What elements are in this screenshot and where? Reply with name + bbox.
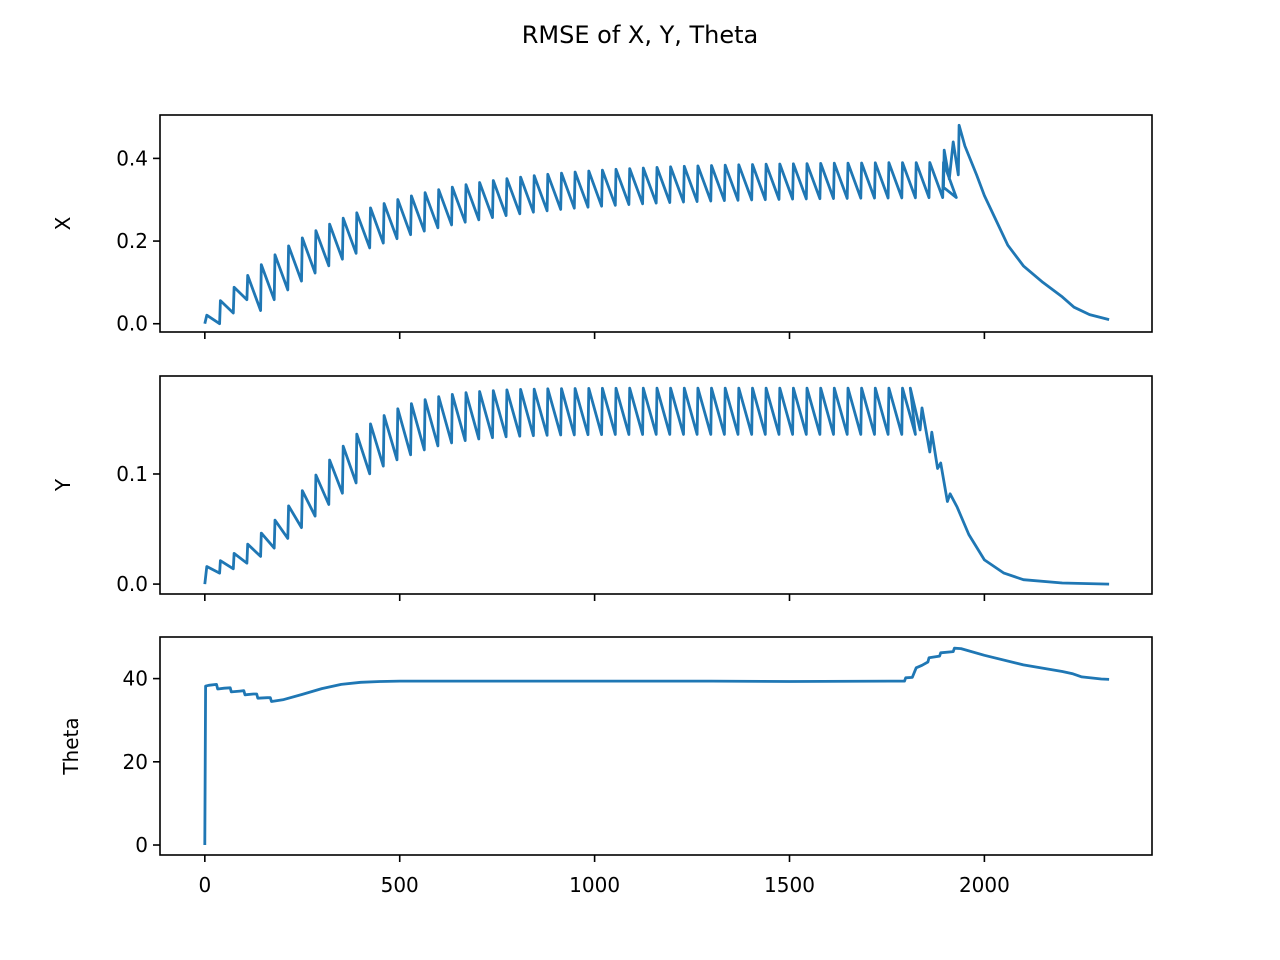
y-series-line-0 bbox=[203, 386, 1110, 586]
subplot-y: 0.0 0.1 Y bbox=[51, 375, 1153, 601]
x-series-line-0 bbox=[203, 123, 1110, 326]
subplot-theta: 0 20 40 0 500 1000 1500 2000 Theta bbox=[59, 636, 1153, 897]
x-ytick-label: 0.4 bbox=[116, 146, 148, 170]
theta-ylabel: Theta bbox=[59, 717, 83, 775]
figure-title: RMSE of X, Y, Theta bbox=[522, 21, 759, 49]
theta-xtick-label: 2000 bbox=[959, 873, 1010, 897]
theta-xtick-label: 500 bbox=[381, 873, 419, 897]
theta-ytick-label: 0 bbox=[135, 833, 148, 857]
y-axes-frame bbox=[159, 375, 1153, 595]
theta-xtick-label: 1500 bbox=[764, 873, 815, 897]
y-ylabel: Y bbox=[51, 478, 75, 492]
theta-xtick-label: 0 bbox=[198, 873, 211, 897]
x-axes-frame bbox=[159, 114, 1153, 333]
x-ytick-label: 0.0 bbox=[116, 312, 148, 336]
x-ylabel: X bbox=[51, 216, 75, 230]
theta-axes-frame bbox=[159, 636, 1153, 856]
subplot-x: 0.0 0.2 0.4 X bbox=[51, 114, 1153, 339]
y-ytick-label: 0.1 bbox=[116, 462, 148, 486]
y-ytick-label: 0.0 bbox=[116, 572, 148, 596]
theta-ytick-label: 40 bbox=[123, 667, 148, 691]
x-ytick-label: 0.2 bbox=[116, 229, 148, 253]
theta-ytick-label: 20 bbox=[123, 750, 148, 774]
theta-series-line-0 bbox=[203, 646, 1110, 846]
theta-xtick-label: 1000 bbox=[569, 873, 620, 897]
